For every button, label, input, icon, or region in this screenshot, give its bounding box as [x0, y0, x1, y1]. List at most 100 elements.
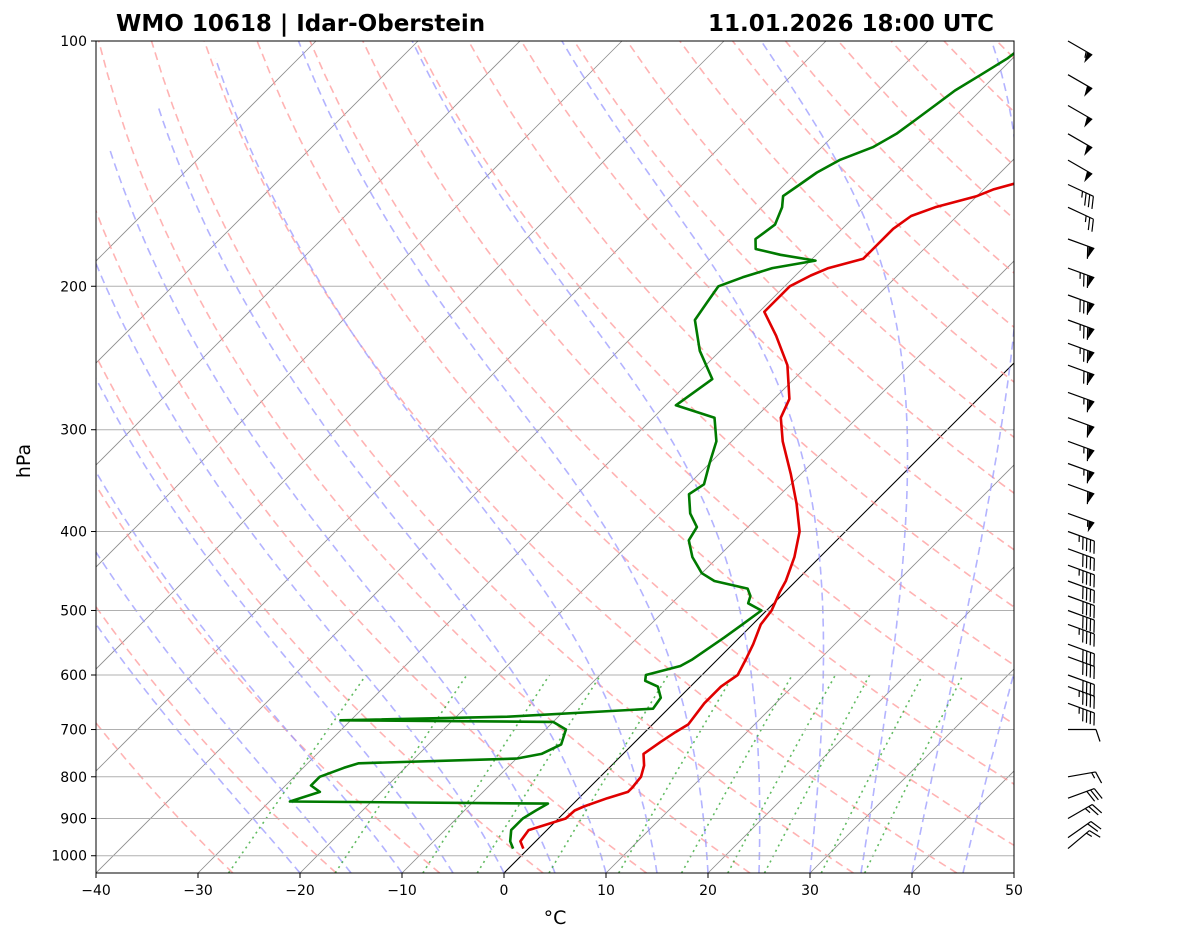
pressure-gridlines — [96, 40, 1014, 857]
wind-barb — [1067, 580, 1095, 604]
wind-barb — [1067, 643, 1095, 667]
y-tick-label: 400 — [60, 525, 87, 541]
wind-barb — [1067, 342, 1095, 364]
isotherm-line — [197, 56, 1014, 873]
wind-barb — [1067, 238, 1095, 259]
dry-adiabat-line — [96, 484, 441, 873]
moist-adiabat-line — [214, 58, 658, 873]
dry-adiabat-line — [96, 721, 234, 873]
moist-adiabat-line — [157, 105, 607, 873]
isotherm-line — [605, 464, 1014, 873]
moist-adiabat-line — [96, 261, 505, 873]
wind-barb — [1067, 391, 1095, 413]
dry-adiabat-line — [467, 41, 1014, 608]
isotherm-line — [707, 566, 1014, 873]
y-tick-label: 800 — [60, 770, 87, 786]
x-tick-label: −20 — [285, 883, 315, 899]
moist-adiabat-line — [96, 550, 352, 873]
wind-barb — [1067, 440, 1095, 462]
wind-barb — [1067, 674, 1095, 698]
mixing-ratio-line — [334, 674, 468, 873]
wind-barb — [1067, 702, 1095, 726]
wind-barb — [1067, 319, 1095, 340]
isotherm-line — [96, 41, 419, 364]
x-tick-label: 20 — [699, 883, 717, 899]
mixing-ratio-line — [727, 674, 837, 873]
y-axis-label: hPa — [13, 444, 35, 478]
wind-barb — [1067, 830, 1101, 850]
wind-barb — [1067, 530, 1095, 554]
y-tick-label: 200 — [60, 279, 87, 295]
dry-adiabat-line — [97, 41, 751, 873]
mixing-ratio-line — [476, 674, 602, 873]
wind-barb — [1067, 133, 1093, 156]
isotherm-line — [809, 668, 1014, 873]
x-tick-label: 40 — [903, 883, 921, 899]
wind-barb — [1067, 803, 1103, 820]
plot-frame — [95, 40, 1015, 874]
wind-barb — [1068, 728, 1101, 742]
chart-title-datetime: 11.01.2026 18:00 UTC — [708, 11, 994, 37]
wind-barb — [1067, 821, 1102, 839]
sounding-profiles — [288, 51, 1014, 850]
x-axis-label: °C — [544, 907, 567, 929]
dry-adiabat-line — [520, 41, 1014, 551]
wind-barb — [1067, 623, 1095, 647]
mixing-ratio-line — [863, 674, 964, 873]
wind-barb — [1067, 183, 1094, 209]
dry-adiabat-line — [1050, 41, 1181, 873]
temperature-profile-line — [519, 182, 1014, 850]
y-tick-label: 900 — [60, 811, 87, 827]
wind-barb — [1067, 206, 1094, 232]
wind-barb — [1067, 104, 1093, 128]
chart-title-station: WMO 10618 | Idar-Oberstein — [116, 11, 485, 37]
dewpoint-profile-line — [288, 51, 1014, 850]
moist-adiabat-line — [760, 41, 909, 873]
zero-isotherm-line — [503, 362, 1014, 873]
wind-barb — [1067, 771, 1103, 784]
y-tick-label: 1000 — [51, 849, 87, 865]
wind-barb — [1067, 483, 1095, 505]
wind-barb — [1067, 686, 1095, 709]
mixing-ratio-line — [618, 674, 735, 873]
wind-barb — [1067, 159, 1093, 183]
x-tick-label: 10 — [597, 883, 615, 899]
moist-adiabat-line — [962, 669, 1014, 873]
mixing-ratio-line — [680, 674, 793, 873]
wind-barb — [1067, 609, 1095, 633]
wind-barb — [1067, 417, 1095, 438]
wind-barb — [1067, 595, 1095, 619]
isotherm-line — [96, 41, 317, 262]
moist-adiabat-line — [96, 622, 301, 873]
isotherm-line — [299, 158, 1014, 873]
wind-barb — [1067, 564, 1095, 588]
plot-background — [96, 41, 1014, 873]
dry-adiabat-line — [150, 41, 854, 873]
wind-barb — [1067, 512, 1095, 533]
moist-adiabat-line — [96, 470, 403, 873]
wind-barb — [1067, 788, 1103, 802]
isotherm-line — [96, 41, 623, 568]
mixing-ratio-line — [820, 674, 924, 873]
dry-adiabat-line — [96, 605, 337, 873]
mixing-ratio-line — [548, 674, 669, 873]
wind-barb — [1067, 548, 1095, 572]
mixing-ratio-line — [763, 674, 871, 873]
isotherm-line — [1013, 872, 1014, 873]
y-tick-label: 500 — [60, 603, 87, 619]
wind-barb — [1067, 40, 1093, 64]
wind-barb — [1067, 267, 1095, 288]
moist-adiabat-line — [108, 146, 556, 873]
wind-barb — [1067, 74, 1093, 97]
wind-barb — [1067, 462, 1095, 484]
wind-barb — [1067, 294, 1095, 315]
dry-adiabat-line — [573, 41, 1014, 495]
isotherm-line — [96, 41, 521, 466]
y-axis: 1000 900 800 700 600 500 400 300 200 100 — [51, 34, 96, 865]
isotherm-line — [401, 260, 1014, 873]
dry-adiabat-line — [203, 41, 958, 873]
x-tick-label: 30 — [801, 883, 819, 899]
wind-barbs — [1067, 40, 1103, 850]
moist-adiabat-line — [561, 41, 825, 873]
dry-adiabat-line — [362, 41, 1014, 726]
